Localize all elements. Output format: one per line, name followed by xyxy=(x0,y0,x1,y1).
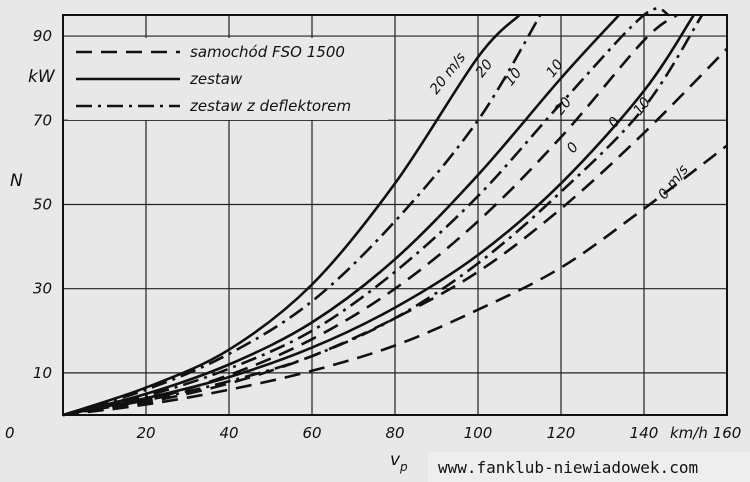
x-tick-label: 100 xyxy=(464,424,493,442)
curve-label: 0 xyxy=(564,139,582,156)
series-group xyxy=(62,7,728,417)
series-line-4 xyxy=(62,14,621,417)
x-tick-label: 20 xyxy=(136,424,155,442)
series-line-3 xyxy=(62,14,695,417)
series-line-0 xyxy=(62,144,728,417)
y-tick-label: 70 xyxy=(33,111,52,129)
series-line-6 xyxy=(62,14,704,417)
curve-label: 20 xyxy=(552,95,576,119)
legend: samochód FSO 1500 zestaw zestaw z deflekto… xyxy=(76,43,351,115)
x-tick-label: 40 xyxy=(219,424,238,442)
curve-label: 0 m/s xyxy=(655,162,692,203)
series-line-5 xyxy=(62,14,521,417)
y-tick-label: 90 xyxy=(33,27,52,45)
x-axis-label: v xyxy=(390,450,401,470)
legend-label: zestaw z deflektorem xyxy=(189,97,351,115)
y-axis-label: N xyxy=(10,171,23,191)
y-tick-label: 50 xyxy=(33,195,52,213)
curve-label: 20 m/s xyxy=(427,50,469,98)
y-tick-label: 10 xyxy=(33,364,52,382)
x-axis-label-sub: p xyxy=(399,460,408,474)
x-tick-label: 160 xyxy=(713,424,742,442)
series-line-8 xyxy=(62,14,542,417)
x-tick-label: 0 xyxy=(5,424,15,442)
x-tick-label: 80 xyxy=(385,424,404,442)
legend-label: samochód FSO 1500 xyxy=(190,43,345,61)
x-tick-label: 60 xyxy=(302,424,321,442)
y-tick-label: 30 xyxy=(33,280,52,298)
y-axis-unit: kW xyxy=(28,67,56,87)
plot-frame xyxy=(62,14,728,416)
x-tick-label: 120 xyxy=(547,424,576,442)
x-tick-label: 140 xyxy=(630,424,659,442)
series-line-7 xyxy=(62,7,670,417)
curve-label: 0 xyxy=(605,114,623,131)
grid xyxy=(62,14,728,416)
x-axis-unit: km/h xyxy=(670,424,708,442)
legend-label: zestaw xyxy=(189,70,243,88)
watermark: www.fanklub-niewiadowek.com xyxy=(438,458,698,477)
curve-label: 10 xyxy=(502,65,526,89)
watermark-background xyxy=(428,452,750,482)
